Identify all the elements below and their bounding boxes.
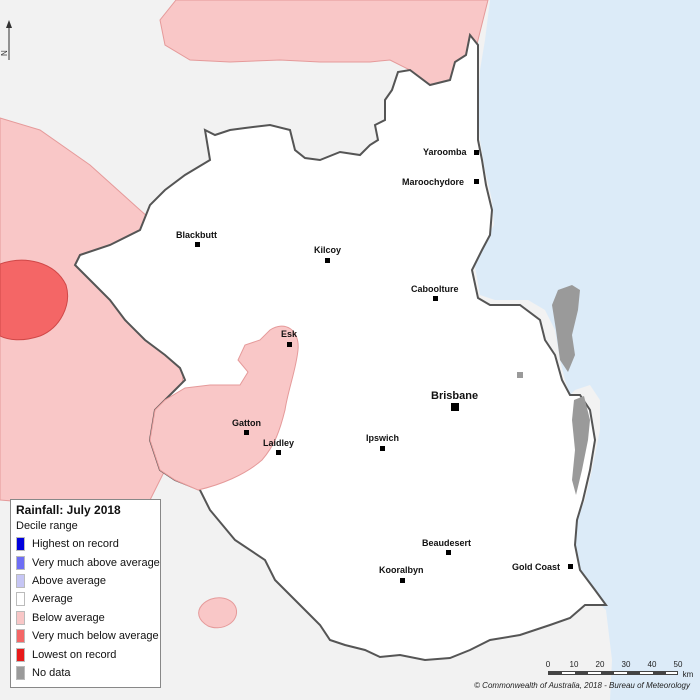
town-marker-brisbane — [451, 403, 459, 411]
legend-swatch — [16, 555, 25, 570]
town-label-laidley: Laidley — [263, 438, 294, 448]
town-label-brisbane: Brisbane — [431, 390, 478, 402]
legend-item: Lowest on record — [16, 645, 155, 663]
town-marker-blackbutt — [195, 242, 200, 247]
legend-item-label: Very much above average — [32, 556, 160, 569]
scale-labels: 0 10 20 30 40 50 km — [545, 660, 696, 679]
legend-swatch — [16, 629, 25, 644]
town-label-blackbutt: Blackbutt — [176, 230, 217, 240]
legend-rows: Highest on record Very much above average… — [16, 535, 160, 682]
legend-item: No data — [16, 664, 155, 682]
town-marker-esk — [287, 342, 292, 347]
region-outline — [73, 32, 608, 662]
legend-swatch — [16, 610, 25, 625]
legend-swatch — [16, 573, 25, 588]
town-marker-kilcoy — [325, 258, 330, 263]
very-much-below-average-patch — [0, 259, 68, 341]
town-marker-kooralbyn — [400, 578, 405, 583]
town-label-yaroomba: Yaroomba — [423, 147, 468, 157]
no-data-island-north — [552, 285, 580, 372]
town-marker-gold-coast — [568, 564, 573, 569]
scale-bar-graphic — [548, 671, 678, 675]
legend-item: Below average — [16, 609, 155, 627]
ocean — [473, 0, 700, 700]
scale-tick-label: 20 — [595, 660, 605, 669]
scale-tick-label: 40 — [647, 660, 657, 669]
legend-swatch — [16, 537, 25, 552]
scale-tick-label: 10 — [569, 660, 579, 669]
scale-tick-label: 30 — [621, 660, 631, 669]
legend-item: Very much below average — [16, 627, 159, 645]
below-average-patch-gatton — [149, 325, 299, 491]
north-arrow-icon — [6, 20, 12, 60]
legend-item: Very much above average — [16, 553, 160, 571]
scale-unit-label: km — [682, 670, 694, 679]
scale-tick-label: 0 — [545, 660, 551, 669]
town-marker-gatton — [244, 430, 249, 435]
legend-swatch — [16, 647, 25, 662]
legend-item-label: Above average — [32, 574, 106, 587]
town-marker-yaroomba — [474, 150, 479, 155]
town-marker-beaudesert — [446, 550, 451, 555]
legend-title: Rainfall: July 2018 — [16, 503, 121, 517]
legend-item: Highest on record — [16, 535, 155, 553]
legend-item-label: No data — [32, 666, 71, 679]
legend-item-label: Highest on record — [32, 538, 119, 551]
town-marker-caboolture — [433, 296, 438, 301]
copyright-notice: © Commonwealth of Australia, 2018 - Bure… — [474, 681, 690, 690]
scale-bar: 0 10 20 30 40 50 km — [546, 660, 696, 680]
legend-swatch — [16, 665, 25, 680]
legend: Rainfall: July 2018 Decile range Highest… — [10, 499, 161, 688]
legend-item: Average — [16, 590, 155, 608]
legend-subtitle: Decile range — [16, 520, 78, 532]
legend-item-label: Lowest on record — [32, 648, 117, 661]
no-data-islet — [517, 372, 523, 378]
town-label-ipswich: Ipswich — [366, 433, 399, 443]
town-label-caboolture: Caboolture — [411, 284, 459, 294]
town-label-gatton: Gatton — [232, 418, 261, 428]
below-average-patch-south — [198, 597, 238, 629]
town-label-kooralbyn: Kooralbyn — [379, 565, 424, 575]
town-label-gold-coast: Gold Coast — [512, 562, 560, 572]
scale-tick-label: 50 — [673, 660, 683, 669]
north-label: N — [0, 50, 9, 56]
no-data-island-south — [572, 396, 590, 495]
town-label-maroochydore: Maroochydore — [402, 177, 464, 187]
town-label-esk: Esk — [281, 329, 298, 339]
legend-item-label: Average — [32, 593, 73, 606]
town-label-kilcoy: Kilcoy — [314, 245, 341, 255]
legend-item-label: Very much below average — [32, 630, 159, 643]
town-label-beaudesert: Beaudesert — [422, 538, 471, 548]
legend-swatch — [16, 592, 25, 607]
legend-item-label: Below average — [32, 611, 105, 624]
town-marker-laidley — [276, 450, 281, 455]
town-marker-maroochydore — [474, 179, 479, 184]
town-marker-ipswich — [380, 446, 385, 451]
legend-item: Above average — [16, 572, 155, 590]
below-average-patch-north — [159, 0, 489, 91]
